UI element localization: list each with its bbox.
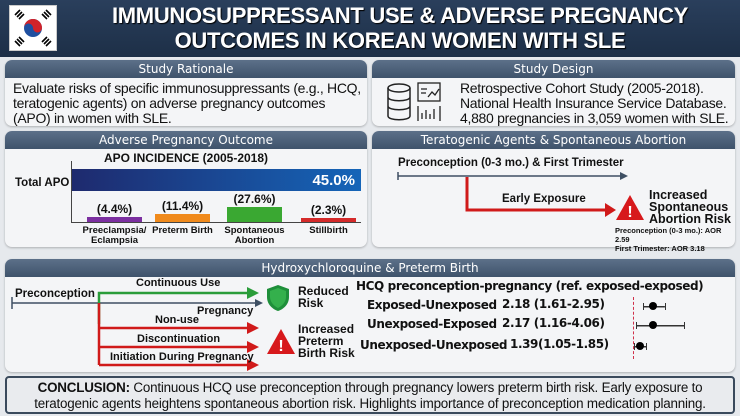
reference-line xyxy=(633,297,634,359)
inc-line: Increased xyxy=(298,322,355,336)
conclusion-text: Continuous HCQ use preconception through… xyxy=(34,380,706,411)
south-korea-flag-icon xyxy=(9,5,57,51)
reduced-risk-text: Reduced Risk xyxy=(298,285,349,309)
hcq-timeline-arrows xyxy=(11,287,263,371)
apo-value-label: (2.3%) xyxy=(310,202,347,217)
reduced-line: Reduced xyxy=(298,284,349,298)
title-line-1: IMMUNOSUPPRESSANT USE & ADVERSE PREGNANC… xyxy=(111,3,689,28)
apo-panel: Adverse Pregnancy Outcome APO INCIDENCE … xyxy=(5,131,367,247)
odds-ratio-point xyxy=(649,302,658,310)
total-apo-bar: 45.0% xyxy=(72,169,361,191)
continuous-use-label: Continuous Use xyxy=(136,277,221,289)
risk-text: Increased Spontaneous Abortion Risk xyxy=(649,188,731,226)
risk-line: Abortion Risk xyxy=(649,212,731,226)
rationale-line: (APO) in women with SLE. xyxy=(13,110,172,126)
aor-text: Preconception (0-3 mo.): AOR 2.59 First T… xyxy=(615,226,735,253)
svg-text:!: ! xyxy=(627,204,632,221)
chart-axis xyxy=(71,222,361,223)
study-design-panel: Study Design Retrospective Cohort Study … xyxy=(372,60,735,126)
apo-category-label: Stillbirth xyxy=(309,225,348,236)
study-rationale-panel: Study Rationale Evaluate risks of specif… xyxy=(5,60,367,126)
warning-icon: ! xyxy=(267,329,295,355)
increased-risk-text: Increased Preterm Birth Risk xyxy=(298,323,355,359)
total-apo-value: 45.0% xyxy=(312,172,355,189)
svg-text:!: ! xyxy=(278,338,283,355)
panel-title: Study Rationale xyxy=(5,60,367,78)
initiation-label: Initiation During Pregnancy xyxy=(110,351,254,363)
forest-row-value: 1.39(1.05-1.85) xyxy=(510,337,609,351)
apo-category-label: Preterm Birth xyxy=(152,225,213,236)
rationale-line: Evaluate risks of specific immunosuppres… xyxy=(13,80,361,96)
discontinuation-label: Discontinuation xyxy=(137,333,221,345)
apo-bar xyxy=(227,206,282,222)
hcq-panel: Hydroxychloroquine & Preterm Birth Preco… xyxy=(5,259,735,372)
aor-line: First Trimester: AOR 3.18 xyxy=(615,244,705,253)
header-banner: IMMUNOSUPPRESSANT USE & ADVERSE PREGNANC… xyxy=(0,0,740,57)
title-line-2: OUTCOMES IN KOREAN WOMEN WITH SLE xyxy=(174,28,626,53)
conclusion-box: CONCLUSION: Continuous HCQ use preconcep… xyxy=(5,376,735,414)
forest-row-value: 2.18 (1.61-2.95) xyxy=(502,297,605,311)
odds-ratio-point xyxy=(635,342,644,350)
design-line: Retrospective Cohort Study (2005-2018). xyxy=(460,80,704,96)
inc-line: Birth Risk xyxy=(298,346,355,360)
apo-bar xyxy=(301,217,356,222)
reduced-line: Risk xyxy=(298,296,324,310)
apo-value-label: (27.6%) xyxy=(233,191,276,206)
teratogenic-panel: Teratogenic Agents & Spontaneous Abortio… xyxy=(372,131,735,253)
timeline-label: Preconception (0-3 mo.) & First Trimeste… xyxy=(398,157,624,169)
forest-title: HCQ preconception-pregnancy (ref. expose… xyxy=(356,279,704,293)
apo-bar xyxy=(87,217,142,222)
design-line: National Health Insurance Service Databa… xyxy=(460,95,727,111)
preconception-label: Preconception xyxy=(15,288,95,300)
risk-line: Increased xyxy=(649,188,708,202)
chart-title: APO INCIDENCE (2005-2018) xyxy=(103,151,269,165)
aor-line: Preconception (0-3 mo.): AOR 2.59 xyxy=(615,226,722,244)
total-apo-label: Total APO xyxy=(15,177,70,189)
panel-title: Hydroxychloroquine & Preterm Birth xyxy=(5,259,735,277)
apo-bar xyxy=(155,213,210,222)
panel-title: Adverse Pregnancy Outcome xyxy=(5,131,367,149)
confidence-interval xyxy=(635,322,686,329)
forest-row-label: Unexposed-Exposed xyxy=(367,317,497,331)
early-exposure-label: Early Exposure xyxy=(502,193,586,205)
panel-title: Teratogenic Agents & Spontaneous Abortio… xyxy=(372,131,735,149)
warning-icon: ! xyxy=(616,195,644,221)
forest-row-label: Exposed-Unexposed xyxy=(367,298,497,312)
risk-line: Spontaneous xyxy=(649,200,729,214)
non-use-label: Non-use xyxy=(155,314,199,326)
forest-row-label: Unexposed-Unexposed xyxy=(360,338,508,352)
apo-value-label: (4.4%) xyxy=(96,202,133,217)
rationale-line: teratogenic agents) on adverse pregnancy… xyxy=(13,95,326,111)
inc-line: Preterm xyxy=(298,334,344,348)
exposure-arrows xyxy=(397,172,628,217)
shield-icon xyxy=(267,285,289,311)
pregnancy-label: Pregnancy xyxy=(197,305,254,317)
forest-row-value: 2.17 (1.16-4.06) xyxy=(502,316,605,330)
database-icon xyxy=(387,83,411,121)
odds-ratio-point xyxy=(648,321,657,329)
conclusion-label: CONCLUSION: xyxy=(37,380,130,395)
apo-category-label: Preeclampsia/ Eclampsia xyxy=(82,225,147,246)
chart-axis xyxy=(71,161,72,223)
design-line: 4,880 pregnancies in 3,059 women with SL… xyxy=(460,110,729,126)
panel-title: Study Design xyxy=(372,60,735,78)
apo-value-label: (11.4%) xyxy=(161,198,204,213)
report-chart-icon xyxy=(417,82,441,121)
apo-category-label: Spontaneous Abortion xyxy=(224,225,285,246)
